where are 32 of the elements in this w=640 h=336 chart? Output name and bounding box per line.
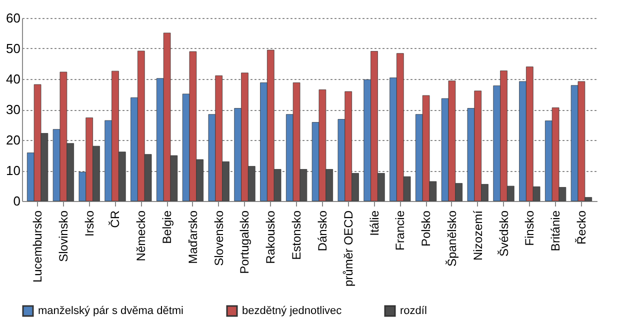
x-tick-label: Belgie [160,210,174,244]
x-tick-label: Dánsko [315,210,330,252]
x-tick-label: Polsko [419,210,434,247]
legend-label: rozdíl [400,305,427,317]
x-tick-label: Finsko [522,210,537,246]
y-tick-label: 30 [6,102,20,117]
x-tick-label: Nizozemí [470,210,485,261]
y-tick-label: 20 [6,132,20,148]
x-tick-label: Británie [548,210,563,252]
x-tick-label: Slovensko [212,210,226,266]
y-tick-label: 40 [6,72,20,86]
x-tick-label: Portugalsko [238,210,252,274]
x-tick-label: Estonsko [290,210,304,260]
x-tick-label: Francie [393,210,408,251]
x-tick-label: Německo [134,210,148,262]
legend-label: manželský pár s dvěma dětmi [38,305,184,317]
x-tick-label: průměr OECD [341,210,356,287]
x-tick-label: Lucembursko [30,210,45,283]
x-tick-label: Maďarsko [186,210,200,264]
y-tick-label: 60 [6,10,20,26]
y-tick-label: 50 [6,41,20,56]
x-tick-label: ČR [108,210,122,228]
x-tick-label: Rakousko [264,210,278,264]
x-tick-label: Řecko [574,210,588,245]
x-tick-label: Švédsko [496,210,511,257]
y-tick-label: 0 [13,194,20,208]
legend-label: bezdětný jednotlivec [242,305,342,317]
x-tick-label: Slovinsko [56,210,70,262]
x-tick-label: Irsko [82,210,96,237]
x-tick-label: Španělsko [444,210,459,267]
y-tick-label: 10 [6,163,20,178]
x-tick-label: Itálie [367,210,382,236]
